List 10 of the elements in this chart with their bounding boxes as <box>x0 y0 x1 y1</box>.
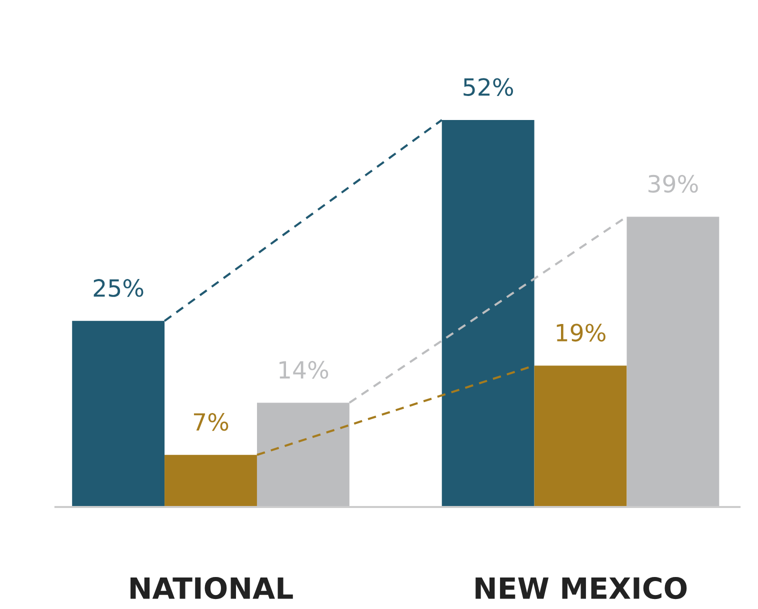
data-label: 7% <box>194 413 228 431</box>
bar <box>534 366 627 507</box>
data-label: 14% <box>280 360 328 379</box>
data-label: 52% <box>464 78 514 96</box>
data-label: 19% <box>556 324 606 342</box>
data-label: 39% <box>648 174 698 193</box>
bar <box>626 216 720 507</box>
data-label: 25% <box>94 279 144 297</box>
x-tick-label: NEW MEXICO <box>476 577 687 600</box>
x-tick-label: NATIONAL <box>130 577 293 600</box>
